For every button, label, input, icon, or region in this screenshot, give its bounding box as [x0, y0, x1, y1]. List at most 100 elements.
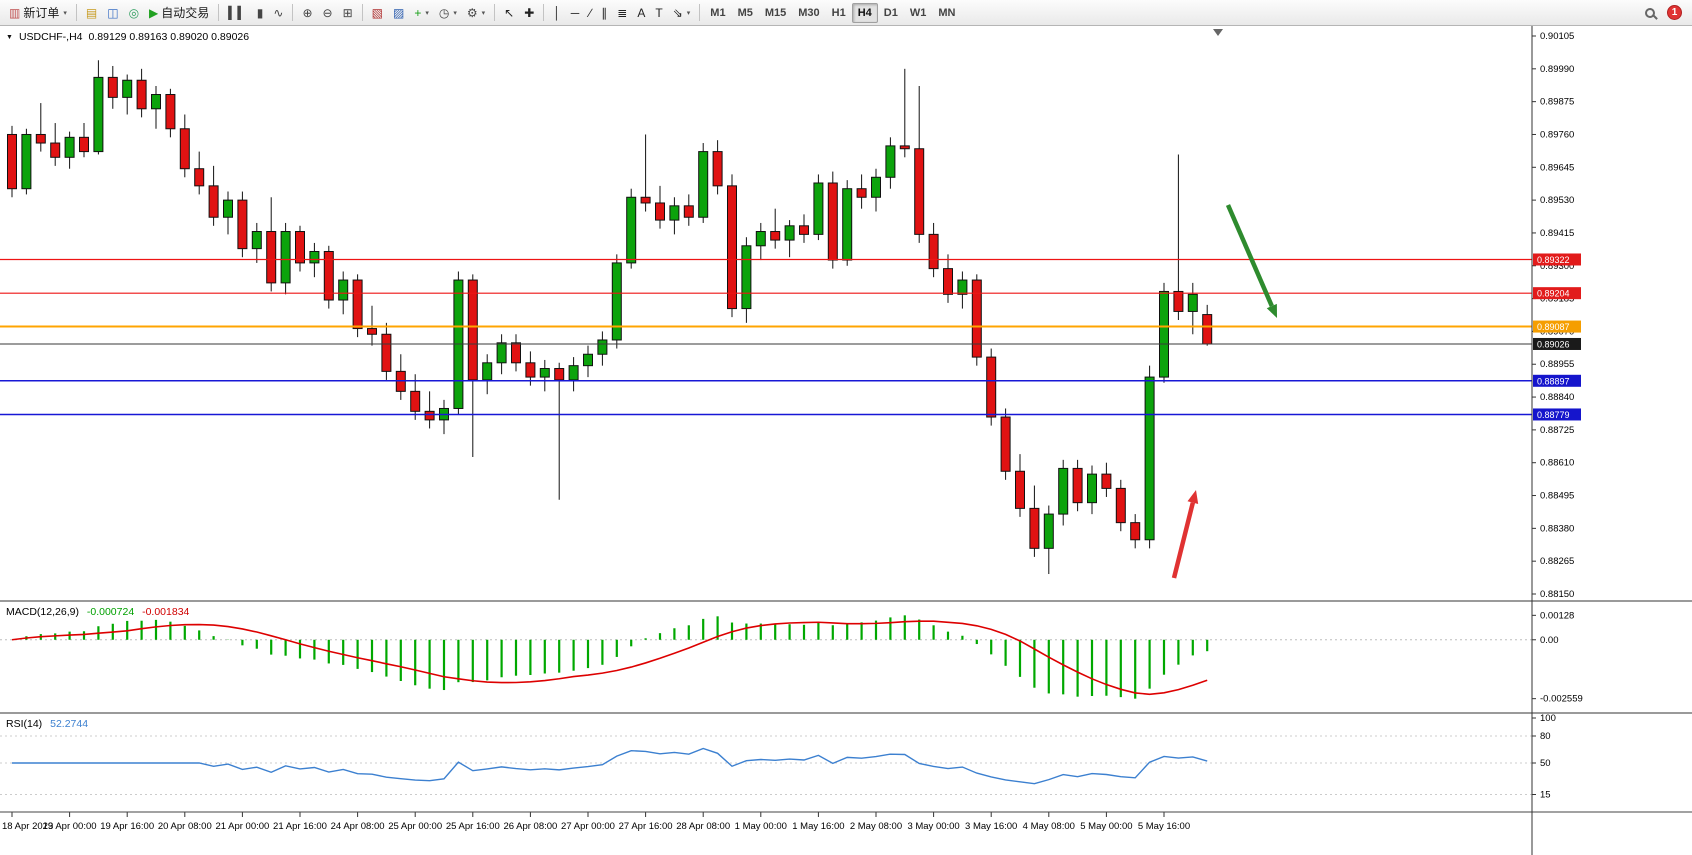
timeframe-m5[interactable]: M5: [737, 6, 753, 19]
timeframe-h4[interactable]: H4: [851, 2, 878, 23]
time-axis[interactable]: [0, 812, 1692, 855]
price-tag: [1533, 253, 1581, 266]
candle: [511, 334, 521, 372]
new-order-button[interactable]: ▥ 新订单 ▾: [4, 2, 72, 23]
time-axis-label: 27 Apr 16:00: [619, 821, 673, 832]
price-axis-label: 0.89415: [1540, 228, 1574, 239]
arrows-tool-button[interactable]: ⇘ ▾: [668, 2, 696, 23]
macd-axis-label: -0.002559: [1540, 694, 1583, 705]
channel-button[interactable]: ∥: [596, 2, 612, 23]
macd-axis-label: 0.00: [1540, 635, 1559, 646]
candle: [1101, 462, 1112, 497]
candle: [21, 128, 32, 195]
profit-chart-button[interactable]: ▨: [388, 2, 409, 23]
chart-canvas[interactable]: [0, 26, 1532, 600]
data-window-button[interactable]: ◫: [102, 2, 123, 23]
time-axis-label: 3 May 16:00: [965, 821, 1017, 832]
panel-separator[interactable]: [0, 712, 1692, 714]
text-label-button[interactable]: T: [650, 2, 667, 23]
price-tag-label: 0.88779: [1537, 410, 1570, 420]
candle: [539, 359, 550, 392]
time-axis-label: 1 May 16:00: [792, 821, 844, 832]
panel-separator[interactable]: [0, 600, 1692, 602]
macd-label: MACD(12,26,9) -0.000724 -0.001834: [6, 606, 194, 618]
chart-ohlc-values: 0.89129 0.89163 0.89020 0.89026: [88, 31, 250, 43]
trendline-button[interactable]: ∕: [584, 2, 596, 23]
timeframe-m30[interactable]: M30: [798, 6, 820, 19]
rsi-value: 52.2744: [50, 718, 89, 730]
candle: [1144, 365, 1155, 549]
fibonacci-button[interactable]: ≣: [612, 2, 632, 23]
macd-panel[interactable]: [0, 602, 1532, 712]
time-axis-label: 3 May 00:00: [907, 821, 959, 832]
notification-badge[interactable]: 1: [1667, 5, 1682, 20]
tile-windows-button-icon: ⊞: [342, 5, 353, 20]
navigator-button[interactable]: ◎: [124, 2, 144, 23]
bar-chart-button[interactable]: ▍▍: [223, 2, 251, 23]
market-watch-button[interactable]: ▤: [81, 2, 102, 23]
text-button[interactable]: A: [632, 2, 650, 23]
new-order-button-icon: ▥: [9, 5, 21, 20]
time-axis-label: 18 Apr 2023: [2, 821, 53, 832]
timeframe-w1[interactable]: W1: [909, 6, 927, 19]
time-axis-label: 2 May 08:00: [850, 821, 902, 832]
candlestick-chart-button[interactable]: ▮: [252, 2, 269, 23]
zoom-in-button[interactable]: ⊕: [297, 2, 317, 23]
candle: [1043, 505, 1054, 575]
zoom-out-button[interactable]: ⊖: [318, 2, 338, 23]
tile-windows-button[interactable]: ⊞: [338, 2, 358, 23]
line-chart-button[interactable]: ∿: [268, 2, 288, 23]
crosshair-button[interactable]: ✚: [519, 2, 539, 23]
chart-properties-button[interactable]: ⚙ ▾: [462, 2, 490, 23]
timeframe-d1[interactable]: D1: [883, 6, 898, 19]
candle: [583, 345, 593, 378]
candle: [79, 123, 89, 158]
autotrading-button[interactable]: ▶ 自动交易: [144, 2, 214, 23]
candle: [611, 254, 622, 349]
chart-properties-button-caret-icon: ▾: [481, 9, 486, 17]
candle: [683, 194, 694, 226]
macd-signal-line: [11, 620, 1208, 696]
search-icon[interactable]: [1645, 7, 1655, 18]
indicator-window-button[interactable]: ▧: [367, 2, 388, 23]
candle: [712, 140, 723, 195]
timeframe-mn[interactable]: MN: [938, 6, 956, 19]
timeframe-h1[interactable]: H1: [831, 6, 846, 19]
candle: [251, 222, 262, 263]
candle: [856, 174, 867, 209]
horizontal-line-button[interactable]: ─: [566, 2, 585, 23]
price-tag: [1533, 287, 1581, 300]
candle: [136, 68, 147, 118]
price-axis[interactable]: [1532, 26, 1692, 600]
time-axis-label: 4 May 08:00: [1023, 821, 1075, 832]
candle: [35, 103, 46, 152]
timeframe-m15[interactable]: M15: [764, 6, 787, 19]
cursor-button[interactable]: ↖: [499, 2, 519, 23]
vertical-line-button[interactable]: │: [548, 2, 566, 23]
indicator-window-button-icon: ▧: [371, 5, 383, 20]
add-indicator-button-caret-icon: ▾: [425, 9, 429, 17]
candle: [957, 271, 968, 309]
periods-button[interactable]: ◷ ▾: [434, 2, 462, 23]
buy-bounce-arrow[interactable]: [1171, 490, 1199, 579]
toolbar-separator: [361, 4, 363, 21]
price-axis-label: 0.89760: [1540, 129, 1574, 140]
candle: [640, 134, 651, 212]
candlestick-chart-button-icon: ▮: [256, 5, 264, 20]
timeframe-m1[interactable]: M1: [710, 6, 726, 19]
price-axis-label: 0.88150: [1540, 589, 1574, 600]
candle: [669, 197, 680, 235]
price-axis-label: 0.89990: [1540, 64, 1574, 75]
toolbar-separator: [292, 4, 294, 21]
candle: [1058, 459, 1069, 526]
chart-caption: ▼ USDCHF-,H4 0.89129 0.89163 0.89020 0.8…: [6, 31, 249, 43]
chart-shift-marker[interactable]: [1213, 29, 1223, 36]
time-axis-label: 25 Apr 16:00: [446, 821, 500, 832]
chart-menu-caret-icon[interactable]: ▼: [6, 33, 13, 41]
add-indicator-button[interactable]: + ▾: [409, 2, 434, 23]
rsi-axis-label: 15: [1540, 790, 1551, 801]
sell-pressure-arrow[interactable]: [1225, 204, 1277, 318]
price-tag-label: 0.89087: [1537, 322, 1570, 332]
candle: [1130, 514, 1141, 549]
candle: [1015, 454, 1025, 517]
